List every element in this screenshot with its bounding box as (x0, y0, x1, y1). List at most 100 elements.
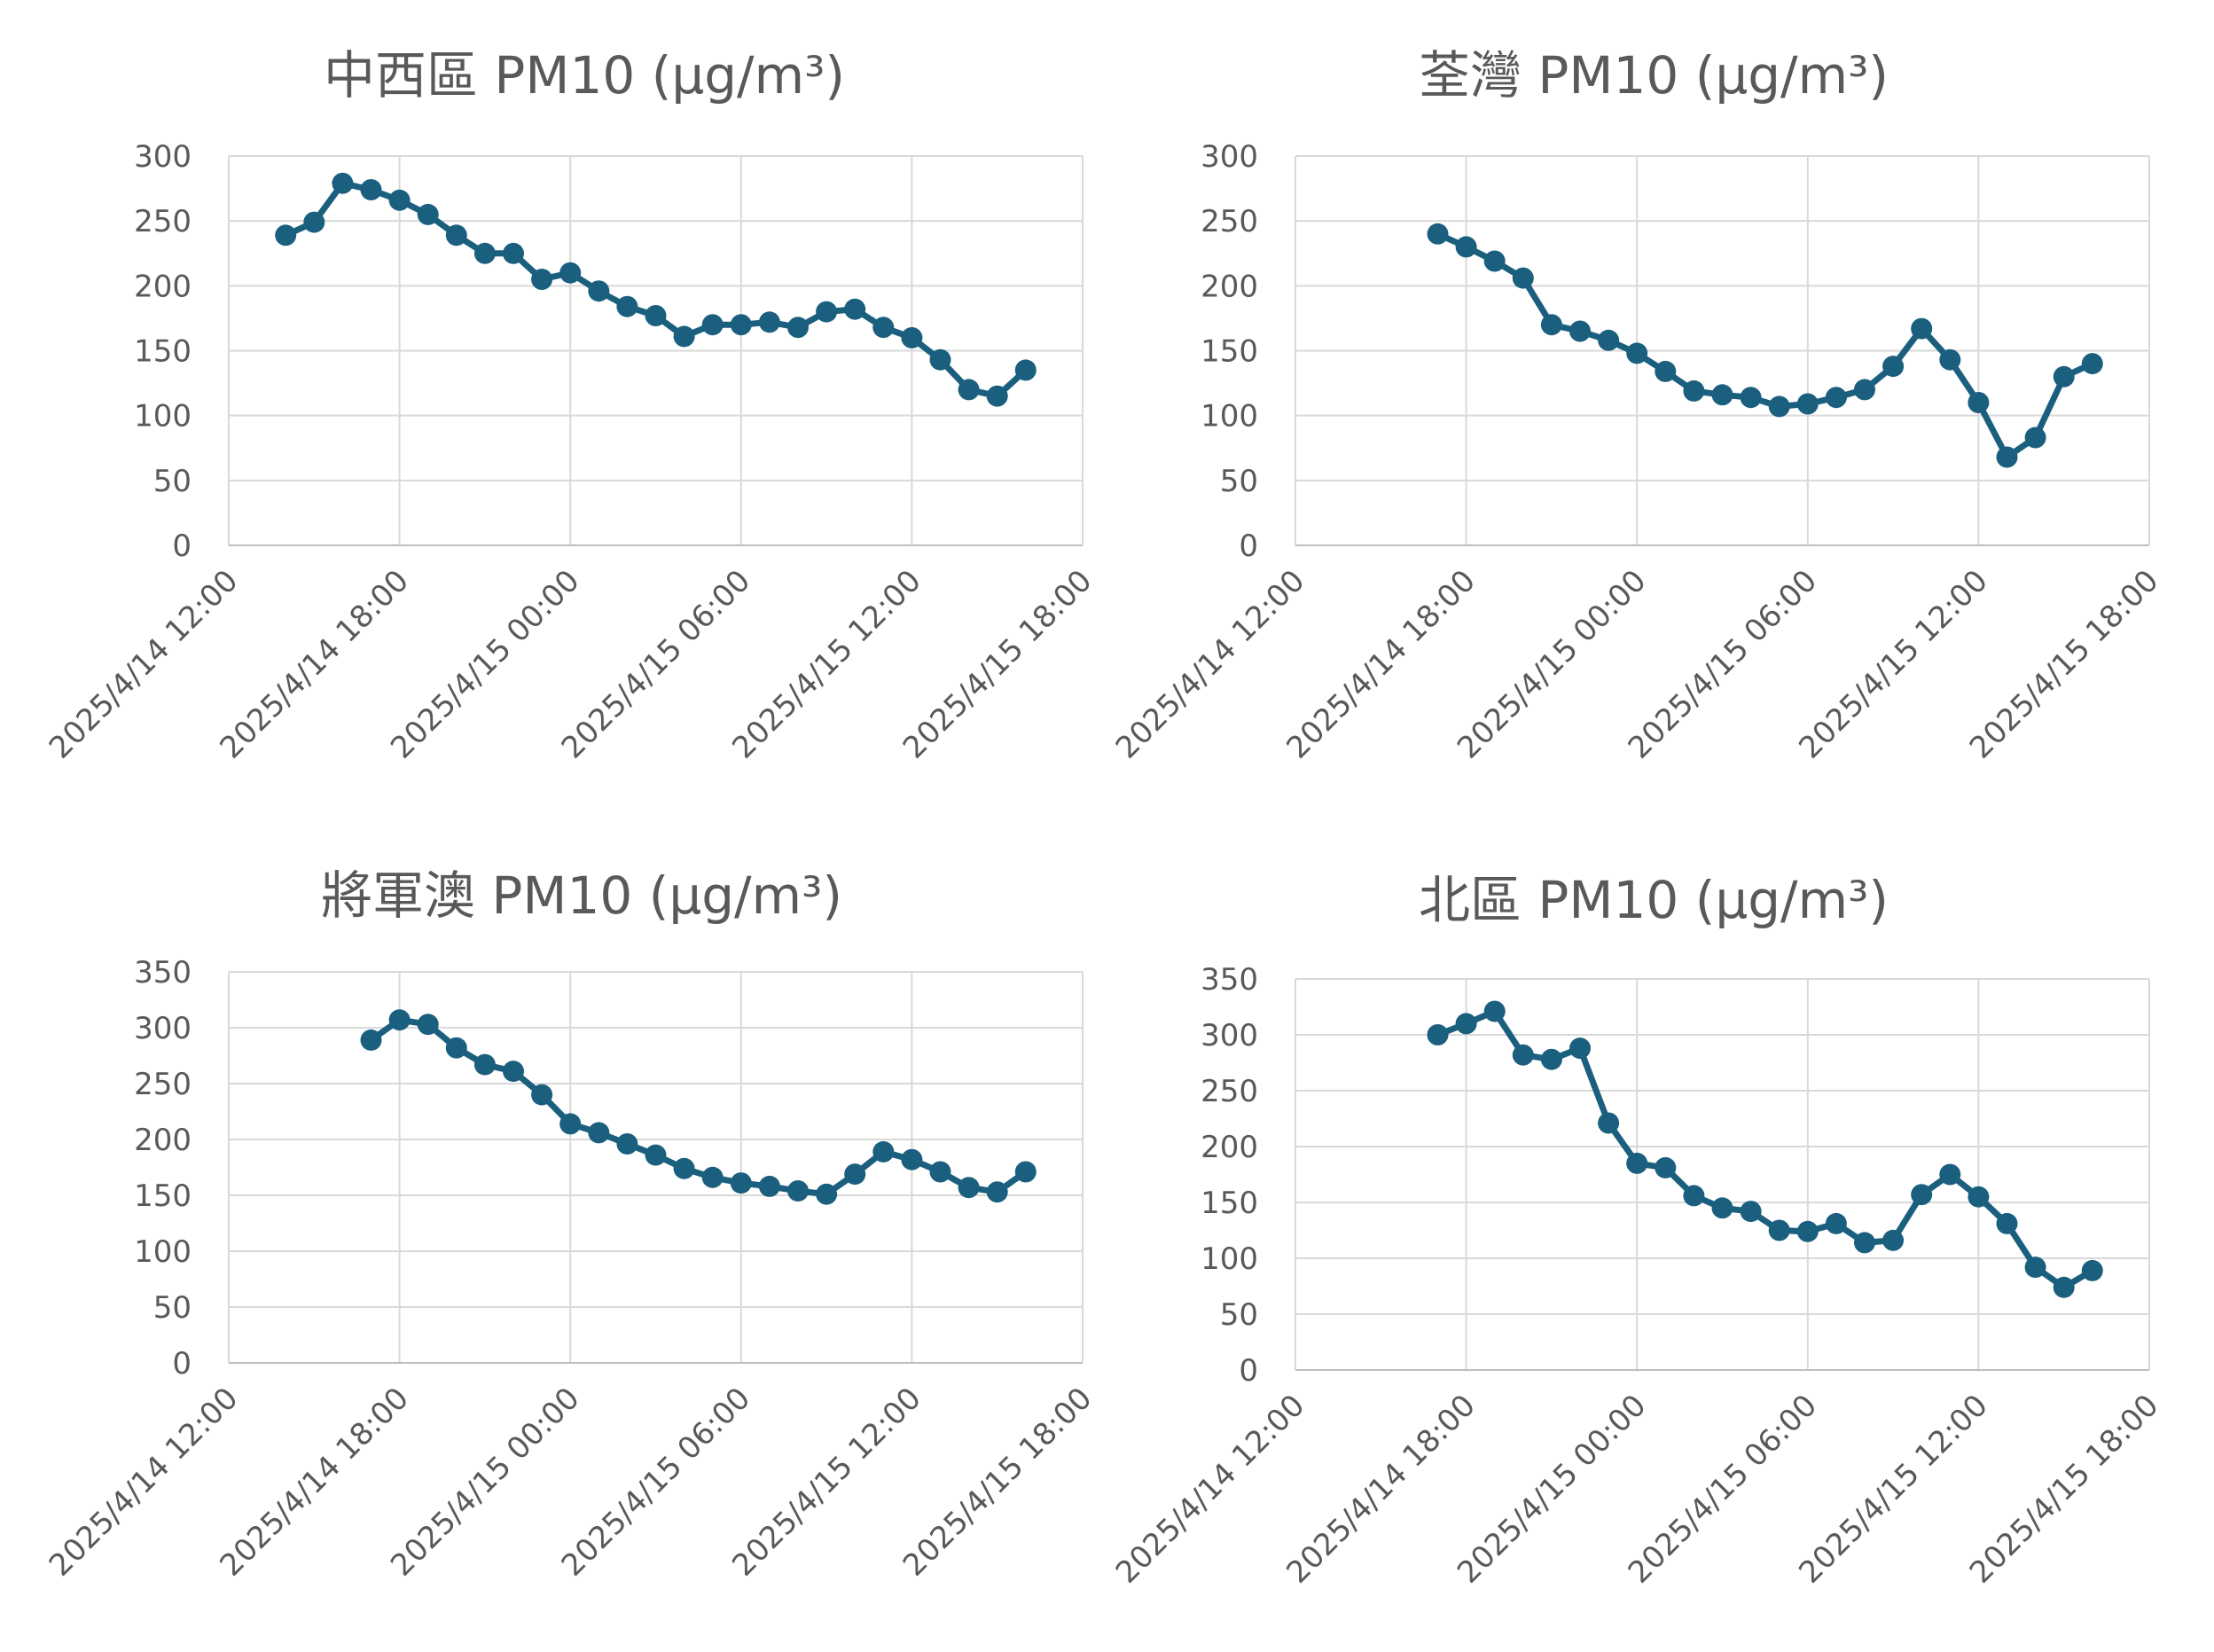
data-point (559, 262, 582, 284)
data-point (1455, 1013, 1477, 1035)
data-point (417, 203, 439, 225)
y-tick-label: 100 (134, 1234, 192, 1270)
data-point (1540, 314, 1562, 336)
data-point (1911, 1184, 1933, 1206)
data-point (673, 325, 695, 348)
data-point (1968, 1186, 1990, 1208)
data-point (1512, 1044, 1534, 1066)
data-point (1968, 392, 1990, 413)
data-point (473, 1053, 496, 1076)
data-point (1483, 250, 1506, 272)
data-point (2081, 1259, 2103, 1281)
data-point (2081, 353, 2103, 375)
data-point (1569, 320, 1591, 342)
data-point (559, 1113, 582, 1135)
y-tick-label: 150 (134, 334, 192, 370)
data-point (588, 1122, 610, 1144)
data-point (1796, 393, 1819, 415)
y-tick-label: 300 (134, 1011, 192, 1046)
data-point (1683, 380, 1705, 402)
data-point (332, 172, 354, 194)
data-point (1796, 1220, 1819, 1242)
y-tick-label: 50 (1220, 1297, 1258, 1333)
data-point (1882, 1229, 1905, 1251)
data-point (844, 1163, 866, 1186)
data-point (1512, 267, 1534, 289)
y-tick-label: 0 (1239, 1353, 1258, 1389)
data-point (503, 242, 524, 264)
data-point (531, 269, 553, 290)
y-tick-label: 300 (1201, 1018, 1258, 1053)
data-point (473, 242, 496, 264)
data-point (730, 1172, 752, 1194)
data-point (1825, 387, 1847, 409)
data-point (901, 326, 923, 348)
data-point (645, 305, 667, 326)
x-tick-label: 2025/4/15 18:00 (1963, 1388, 2165, 1590)
y-tick-label: 350 (134, 955, 192, 990)
y-tick-label: 200 (134, 269, 192, 304)
data-point (1626, 1152, 1648, 1174)
data-point (929, 1161, 951, 1183)
y-tick-label: 100 (134, 399, 192, 435)
data-point (816, 1183, 838, 1205)
data-point (1711, 1197, 1733, 1219)
data-point (275, 224, 297, 247)
data-point (1655, 360, 1677, 382)
y-tick-label: 250 (134, 1067, 192, 1102)
data-point (1598, 329, 1620, 351)
data-point (1825, 1212, 1847, 1234)
data-point (1014, 1161, 1037, 1183)
chart-title: 將軍澳 PM10 (μg/m³) (321, 865, 842, 926)
data-point (1598, 1112, 1620, 1134)
data-point (616, 1133, 638, 1155)
data-point (958, 379, 980, 401)
y-tick-label: 0 (172, 1346, 192, 1382)
data-point (645, 1144, 667, 1166)
data-point (872, 1140, 895, 1163)
data-point (1740, 1201, 1762, 1223)
data-point (1626, 342, 1648, 364)
data-point (616, 295, 638, 317)
data-point (303, 211, 325, 233)
y-tick-label: 150 (1201, 1186, 1258, 1221)
data-point (1455, 236, 1477, 258)
data-point (1683, 1185, 1705, 1207)
data-point (2053, 365, 2075, 388)
chart-title: 荃灣 PM10 (μg/m³) (1419, 45, 1889, 106)
x-tick-label: 2025/4/14 12:00 (1109, 1388, 1311, 1590)
y-tick-label: 300 (1201, 139, 1258, 175)
data-point (1711, 384, 1733, 406)
x-tick-label: 2025/4/15 12:00 (1792, 1388, 1994, 1590)
y-tick-label: 200 (1201, 269, 1258, 304)
data-point (360, 179, 382, 200)
x-tick-label: 2025/4/15 06:00 (1622, 1388, 1824, 1590)
data-point (1483, 1000, 1506, 1022)
data-point (758, 1175, 780, 1197)
data-point (388, 1009, 411, 1031)
data-point (816, 301, 838, 323)
data-point (872, 317, 895, 339)
data-point (445, 1037, 467, 1059)
y-tick-label: 100 (1201, 1241, 1258, 1277)
data-point (1882, 356, 1905, 378)
data-point (1014, 359, 1037, 381)
data-point (787, 317, 809, 339)
data-point (730, 314, 752, 336)
data-point (901, 1148, 923, 1170)
y-tick-label: 200 (134, 1123, 192, 1158)
y-tick-label: 0 (1239, 528, 1258, 564)
data-point (986, 385, 1008, 407)
data-point (2053, 1276, 2075, 1298)
data-point (929, 348, 951, 371)
data-point (758, 311, 780, 333)
data-point (844, 298, 866, 320)
data-point (701, 314, 724, 336)
data-point (787, 1180, 809, 1202)
data-point (1854, 1232, 1875, 1254)
data-point (1939, 348, 1961, 371)
y-tick-label: 50 (153, 464, 192, 499)
